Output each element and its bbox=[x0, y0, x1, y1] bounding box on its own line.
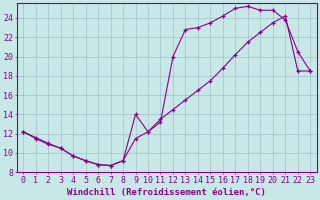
X-axis label: Windchill (Refroidissement éolien,°C): Windchill (Refroidissement éolien,°C) bbox=[67, 188, 266, 197]
